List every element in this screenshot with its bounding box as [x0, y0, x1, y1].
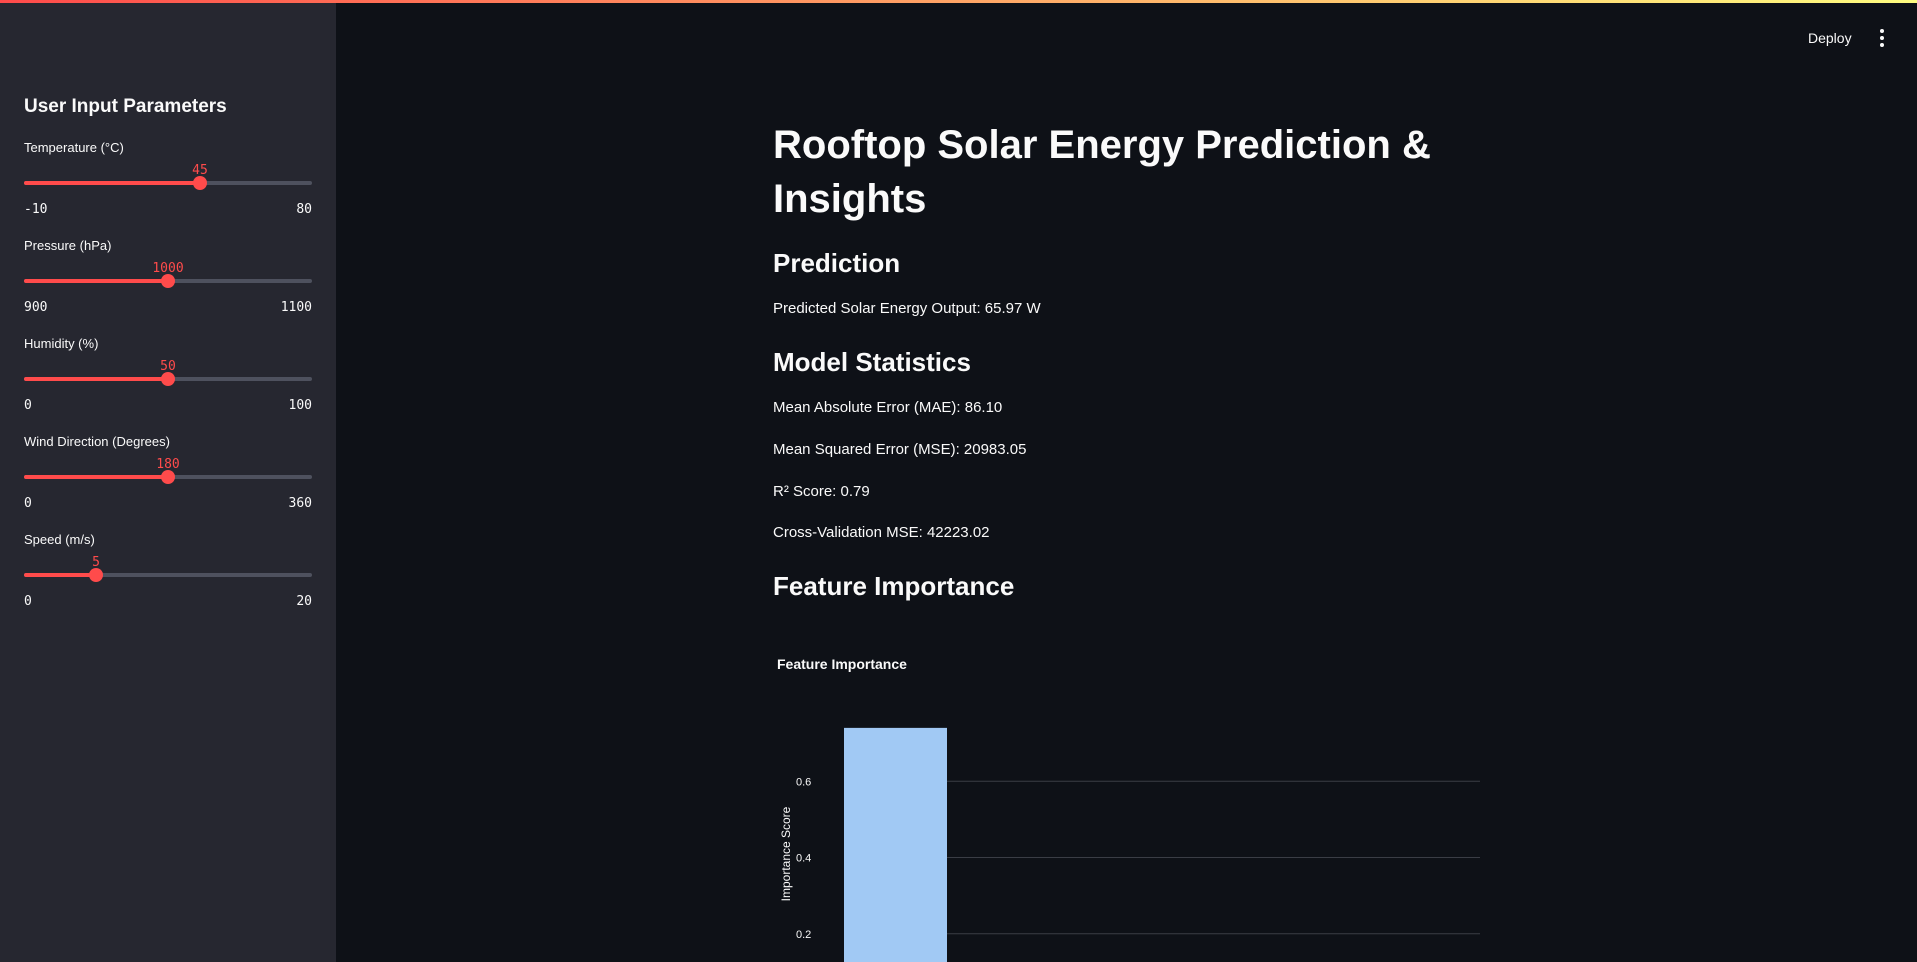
r2-text: R² Score: 0.79: [773, 483, 870, 500]
slider-thumb[interactable]: [161, 372, 175, 386]
mae-text: Mean Absolute Error (MAE): 86.10: [773, 399, 1003, 416]
slider-label: Pressure (hPa): [24, 238, 112, 253]
slider-label: Humidity (%): [24, 336, 99, 351]
slider-min: 0: [24, 496, 32, 511]
slider-fill: [24, 181, 200, 185]
bar[interactable]: [844, 727, 947, 962]
slider-label: Wind Direction (Degrees): [24, 434, 170, 449]
slider-track[interactable]: [24, 568, 312, 582]
slider-max: 20: [296, 594, 312, 609]
more-vertical-icon[interactable]: [1874, 29, 1890, 47]
slider-thumb[interactable]: [161, 470, 175, 484]
temperature-slider[interactable]: Temperature (°C) 45 -10 80: [24, 140, 312, 220]
slider-track[interactable]: [24, 176, 312, 190]
slider-track[interactable]: [24, 470, 312, 484]
deploy-button[interactable]: Deploy: [1800, 28, 1860, 48]
humidity-slider[interactable]: Humidity (%) 50 0 100: [24, 336, 312, 416]
slider-max: 360: [288, 496, 312, 511]
slider-label: Speed (m/s): [24, 532, 95, 547]
slider-min: 0: [24, 594, 32, 609]
cv-mse-text: Cross-Validation MSE: 42223.02: [773, 524, 990, 541]
prediction-heading: Prediction: [773, 248, 901, 278]
chart-title: Feature Importance: [777, 656, 907, 672]
slider-value: 50: [160, 359, 176, 374]
slider-value: 45: [192, 163, 208, 178]
sidebar-title: User Input Parameters: [24, 96, 227, 117]
sidebar: User Input Parameters Temperature (°C) 4…: [0, 0, 336, 962]
y-tick-label: 0.2: [796, 929, 811, 941]
slider-fill: [24, 475, 168, 479]
pressure-slider[interactable]: Pressure (hPa) 1000 900 1100: [24, 238, 312, 318]
slider-fill: [24, 573, 96, 577]
mse-text: Mean Squared Error (MSE): 20983.05: [773, 441, 1027, 458]
stats-heading: Model Statistics: [773, 347, 971, 377]
slider-track[interactable]: [24, 274, 312, 288]
slider-thumb[interactable]: [193, 176, 207, 190]
slider-max: 80: [296, 202, 312, 217]
top-decoration-bar: [0, 0, 1917, 3]
y-tick-label: 0.4: [796, 853, 811, 865]
page-title: Rooftop Solar Energy Prediction & Insigh…: [773, 123, 1431, 221]
slider-label: Temperature (°C): [24, 140, 124, 155]
slider-min: -10: [24, 202, 48, 217]
y-tick-label: 0.6: [796, 776, 811, 788]
wind-direction-slider[interactable]: Wind Direction (Degrees) 180 0 360: [24, 434, 312, 514]
slider-thumb[interactable]: [89, 568, 103, 582]
prediction-text: Predicted Solar Energy Output: 65.97 W: [773, 300, 1041, 317]
slider-fill: [24, 279, 168, 283]
feature-importance-chart: Feature Importance 0.2 0.4 0.6 Importance …: [773, 648, 1493, 962]
slider-min: 900: [24, 300, 48, 315]
slider-min: 0: [24, 398, 32, 413]
slider-value: 1000: [152, 261, 184, 276]
slider-fill: [24, 377, 168, 381]
slider-value: 5: [92, 555, 100, 570]
chart-plot: 0.2 0.4 0.6 Importance Score: [779, 727, 1480, 962]
feature-importance-heading: Feature Importance: [773, 571, 1015, 601]
slider-thumb[interactable]: [161, 274, 175, 288]
slider-max: 100: [288, 398, 312, 413]
slider-track[interactable]: [24, 372, 312, 386]
slider-max: 1100: [280, 300, 312, 315]
y-axis-label: Importance Score: [779, 806, 793, 901]
speed-slider[interactable]: Speed (m/s) 5 0 20: [24, 532, 312, 612]
slider-value: 180: [156, 457, 180, 472]
